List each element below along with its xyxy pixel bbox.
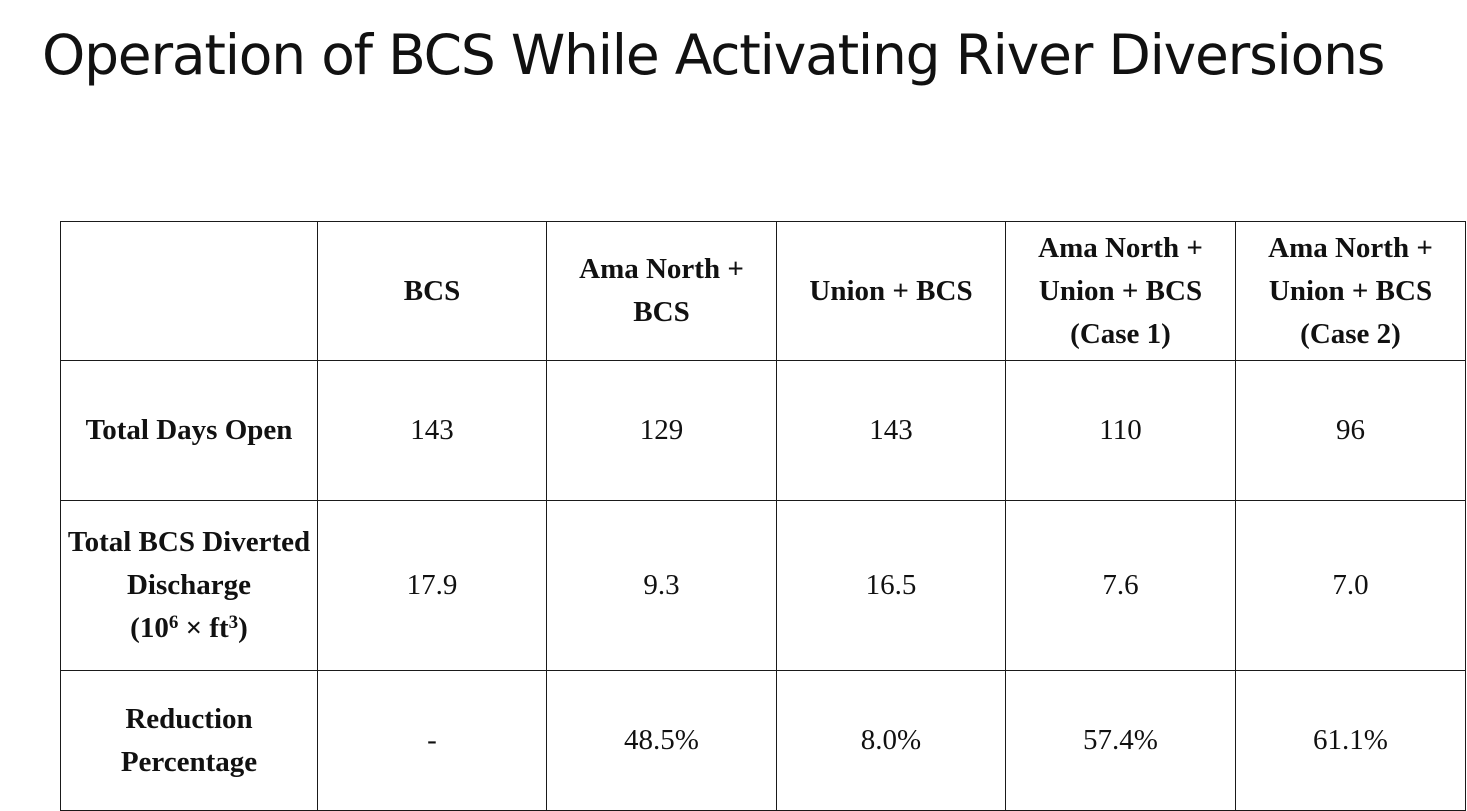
table-cell: 8.0% <box>776 670 1006 811</box>
table-cell: 143 <box>776 360 1006 501</box>
table-row-diverted-discharge: Total BCS Diverted Discharge (106 × ft3)… <box>60 500 1466 671</box>
table-cell: 9.3 <box>546 500 777 671</box>
unit-exponent-2: 3 <box>228 612 239 633</box>
header-row: BCS Ama North + BCS Union + BCS Ama Nort… <box>60 221 1466 361</box>
table-cell: 48.5% <box>546 670 777 811</box>
table-cell: 61.1% <box>1235 670 1466 811</box>
header-cell-empty <box>60 221 318 361</box>
table-cell: 110 <box>1005 360 1236 501</box>
header-cell-case-1: Ama North + Union + BCS (Case 1) <box>1005 221 1236 361</box>
table-cell: 143 <box>317 360 547 501</box>
table-cell: 16.5 <box>776 500 1006 671</box>
table-cell: - <box>317 670 547 811</box>
unit-mid: × ft <box>178 612 229 644</box>
unit-label: (106 × ft3) <box>130 612 248 644</box>
table-cell: 57.4% <box>1005 670 1236 811</box>
unit-open: (10 <box>130 612 169 644</box>
header-cell-case-2: Ama North + Union + BCS (Case 2) <box>1235 221 1466 361</box>
table-cell: 96 <box>1235 360 1466 501</box>
table-cell: 7.0 <box>1235 500 1466 671</box>
header-cell-union-bcs: Union + BCS <box>776 221 1006 361</box>
table-row-total-days-open: Total Days Open 143 129 143 110 96 <box>60 360 1466 501</box>
row-label-reduction-percentage: Reduction Percentage <box>60 670 318 811</box>
row-label-diverted-discharge: Total BCS Diverted Discharge (106 × ft3) <box>60 500 318 671</box>
header-cell-ama-north-bcs: Ama North + BCS <box>546 221 777 361</box>
slide-title: Operation of BCS While Activating River … <box>42 23 1385 87</box>
row-label-text: Total BCS Diverted Discharge <box>67 526 311 601</box>
unit-close: ) <box>238 612 248 644</box>
table-row-reduction-percentage: Reduction Percentage - 48.5% 8.0% 57.4% … <box>60 670 1466 811</box>
table-cell: 129 <box>546 360 777 501</box>
unit-exponent-1: 6 <box>168 612 179 633</box>
results-table: BCS Ama North + BCS Union + BCS Ama Nort… <box>60 221 1466 811</box>
header-cell-bcs: BCS <box>317 221 547 361</box>
table-cell: 17.9 <box>317 500 547 671</box>
table-cell: 7.6 <box>1005 500 1236 671</box>
row-label-total-days-open: Total Days Open <box>60 360 318 501</box>
